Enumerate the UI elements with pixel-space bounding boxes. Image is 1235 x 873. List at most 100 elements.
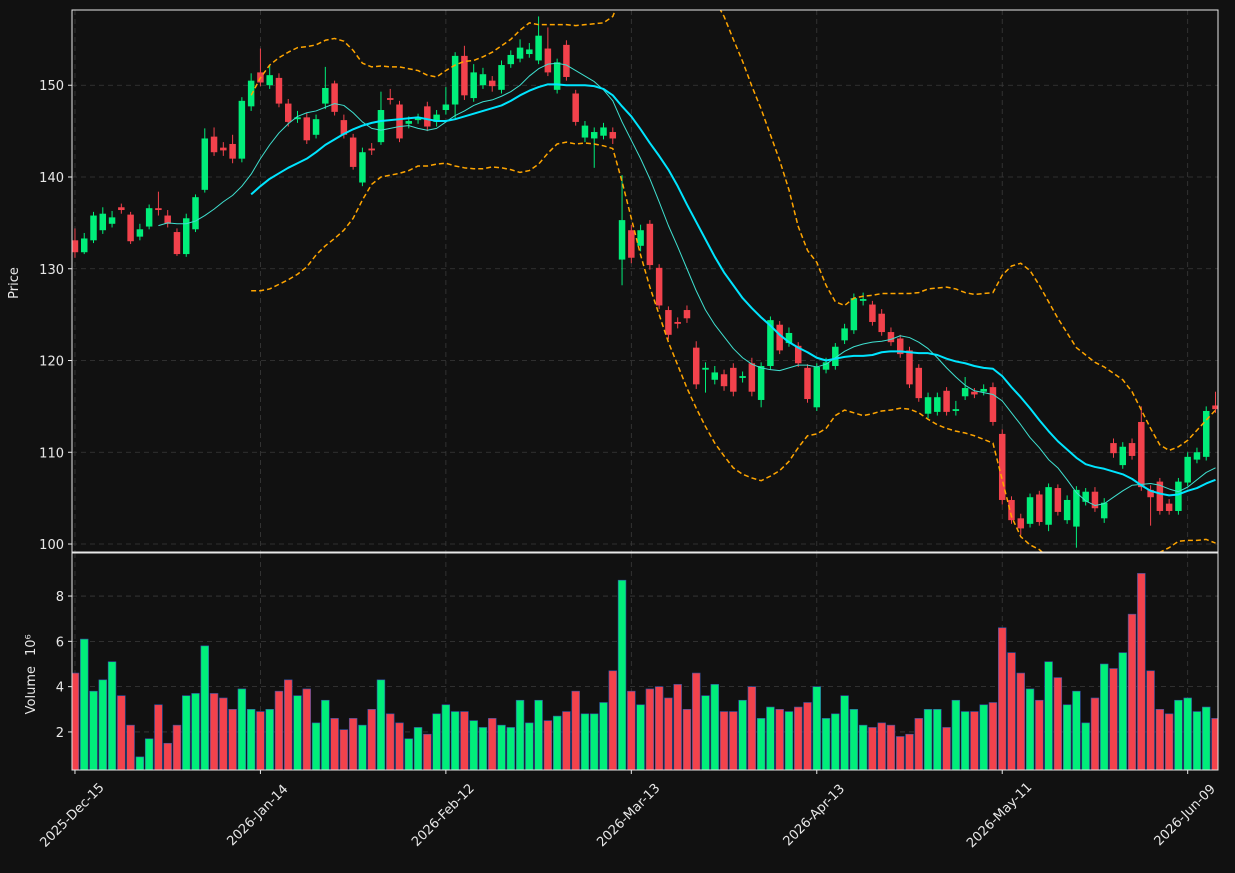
volume-bar [413, 727, 423, 770]
candle-body [340, 120, 348, 135]
y-tick-label: 140 [39, 171, 64, 186]
candle-body [553, 62, 561, 90]
candle-body [90, 215, 97, 241]
candle-body [971, 391, 978, 395]
volume-bar [1127, 613, 1137, 770]
x-tick-label: 2026-Mar-13 [594, 781, 663, 850]
x-tick-label: 2026-Jun-09 [1152, 782, 1219, 849]
candle-body [989, 387, 997, 422]
candle-body [1036, 494, 1043, 522]
volume-bar [673, 684, 682, 770]
volume-bar [395, 722, 404, 770]
volume-bar [1090, 697, 1100, 770]
candle-body [526, 49, 533, 55]
candle-body [498, 65, 505, 90]
volume-bar [1053, 677, 1063, 770]
candle-body [1045, 487, 1052, 525]
candle-body [396, 104, 403, 139]
candle-body [674, 321, 681, 324]
candle-body [1017, 518, 1025, 529]
candle-body [479, 74, 487, 86]
candle-body [869, 304, 876, 322]
candle-body [850, 298, 858, 331]
candle-body [692, 347, 700, 385]
volume-bar [636, 704, 645, 770]
candle-body [173, 232, 181, 255]
volume-bar [1062, 704, 1072, 770]
volume-bar [988, 702, 998, 770]
indicator-line [251, 141, 1216, 552]
candle-body [461, 55, 468, 96]
volume-bar [960, 711, 970, 770]
x-tick-label: 2025-Dec-15 [37, 780, 107, 850]
candle-body [377, 110, 385, 143]
panel-frame [71, 9, 1219, 553]
candle-body [507, 54, 515, 65]
volume-bar [219, 697, 228, 770]
candle-body [943, 390, 950, 412]
candle-body [1082, 491, 1089, 502]
candle-body [683, 310, 691, 319]
volume-bar [182, 695, 191, 770]
candle-body [238, 100, 246, 159]
candle-body [303, 117, 311, 141]
volume-bar [228, 708, 237, 770]
candle-body [80, 238, 88, 253]
volume-bar [534, 699, 543, 770]
candle-body [294, 117, 301, 120]
volume-bar [896, 736, 905, 770]
volume-bar [497, 724, 506, 770]
volume-bar [1109, 668, 1118, 770]
volume-bar [1174, 699, 1183, 770]
candle-body [1119, 446, 1127, 466]
y-tick-label: 110 [39, 446, 64, 461]
plot-area [72, 10, 1218, 552]
volume-bar [1137, 573, 1146, 770]
candle-body [590, 132, 598, 139]
panel-frame [71, 552, 1219, 771]
volume-bar [1100, 663, 1109, 770]
volume-bar [441, 704, 451, 770]
volume-bar [942, 727, 951, 770]
volume-bar [265, 708, 274, 770]
candle-body [665, 310, 672, 335]
volume-bar [701, 695, 710, 770]
candle-body [915, 367, 923, 399]
candle-body [739, 376, 746, 378]
volume-bar [191, 693, 200, 770]
candle-body [322, 87, 329, 104]
candle-body [637, 230, 644, 246]
volume-bar [821, 718, 831, 770]
candle-body [1193, 452, 1201, 460]
candle-body [386, 98, 394, 100]
candle-body [127, 214, 134, 242]
volume-bar [126, 724, 135, 770]
candle-body [896, 338, 904, 355]
volume-bar [376, 679, 386, 770]
volume-bar [571, 690, 580, 770]
axis-scale-label: 10⁶ [24, 634, 39, 656]
candle-body [748, 363, 756, 392]
candle-body [832, 346, 839, 367]
candle-body [1138, 421, 1145, 488]
candle-body [794, 345, 802, 364]
candle-body [155, 208, 162, 211]
volume-bar [1081, 722, 1090, 770]
candle-body [572, 93, 579, 122]
volume-bar [831, 713, 840, 770]
candle-body [544, 48, 552, 73]
candle-body [841, 328, 848, 341]
candle-body [906, 350, 913, 385]
volume-bar [293, 695, 302, 770]
volume-bar [1155, 708, 1165, 770]
volume-bar [840, 695, 849, 770]
candle-body [516, 47, 524, 59]
candle-body [312, 119, 320, 135]
volume-bar [923, 708, 933, 770]
volume-bar [488, 718, 497, 770]
candle-body [1212, 405, 1218, 410]
volume-bar [525, 722, 534, 770]
y-tick-label: 150 [39, 79, 64, 94]
volume-bar [682, 708, 692, 770]
